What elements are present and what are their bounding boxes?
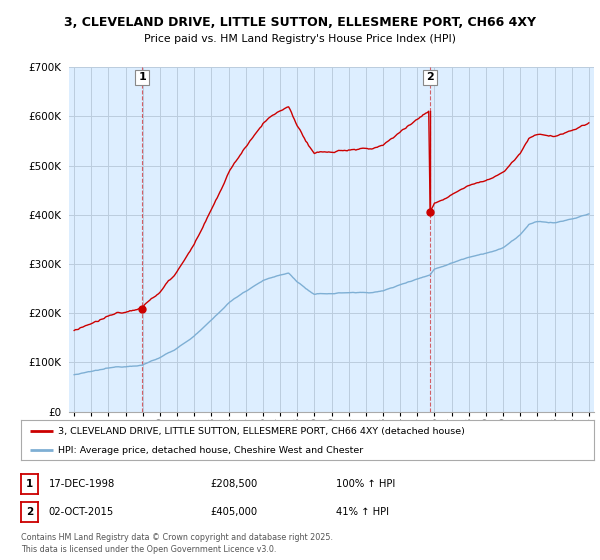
Text: Contains HM Land Registry data © Crown copyright and database right 2025.
This d: Contains HM Land Registry data © Crown c… (21, 533, 333, 554)
Text: 3, CLEVELAND DRIVE, LITTLE SUTTON, ELLESMERE PORT, CH66 4XY (detached house): 3, CLEVELAND DRIVE, LITTLE SUTTON, ELLES… (58, 427, 465, 436)
Text: 1: 1 (26, 479, 33, 489)
Text: 2: 2 (426, 72, 434, 82)
Text: 100% ↑ HPI: 100% ↑ HPI (336, 479, 395, 489)
Text: £405,000: £405,000 (210, 507, 257, 517)
Text: 41% ↑ HPI: 41% ↑ HPI (336, 507, 389, 517)
Text: 17-DEC-1998: 17-DEC-1998 (49, 479, 115, 489)
Text: 1: 1 (138, 72, 146, 82)
Text: £208,500: £208,500 (210, 479, 257, 489)
Text: HPI: Average price, detached house, Cheshire West and Chester: HPI: Average price, detached house, Ches… (58, 446, 364, 455)
Text: 2: 2 (26, 507, 33, 517)
Text: Price paid vs. HM Land Registry's House Price Index (HPI): Price paid vs. HM Land Registry's House … (144, 34, 456, 44)
Text: 3, CLEVELAND DRIVE, LITTLE SUTTON, ELLESMERE PORT, CH66 4XY: 3, CLEVELAND DRIVE, LITTLE SUTTON, ELLES… (64, 16, 536, 29)
Text: 02-OCT-2015: 02-OCT-2015 (49, 507, 114, 517)
